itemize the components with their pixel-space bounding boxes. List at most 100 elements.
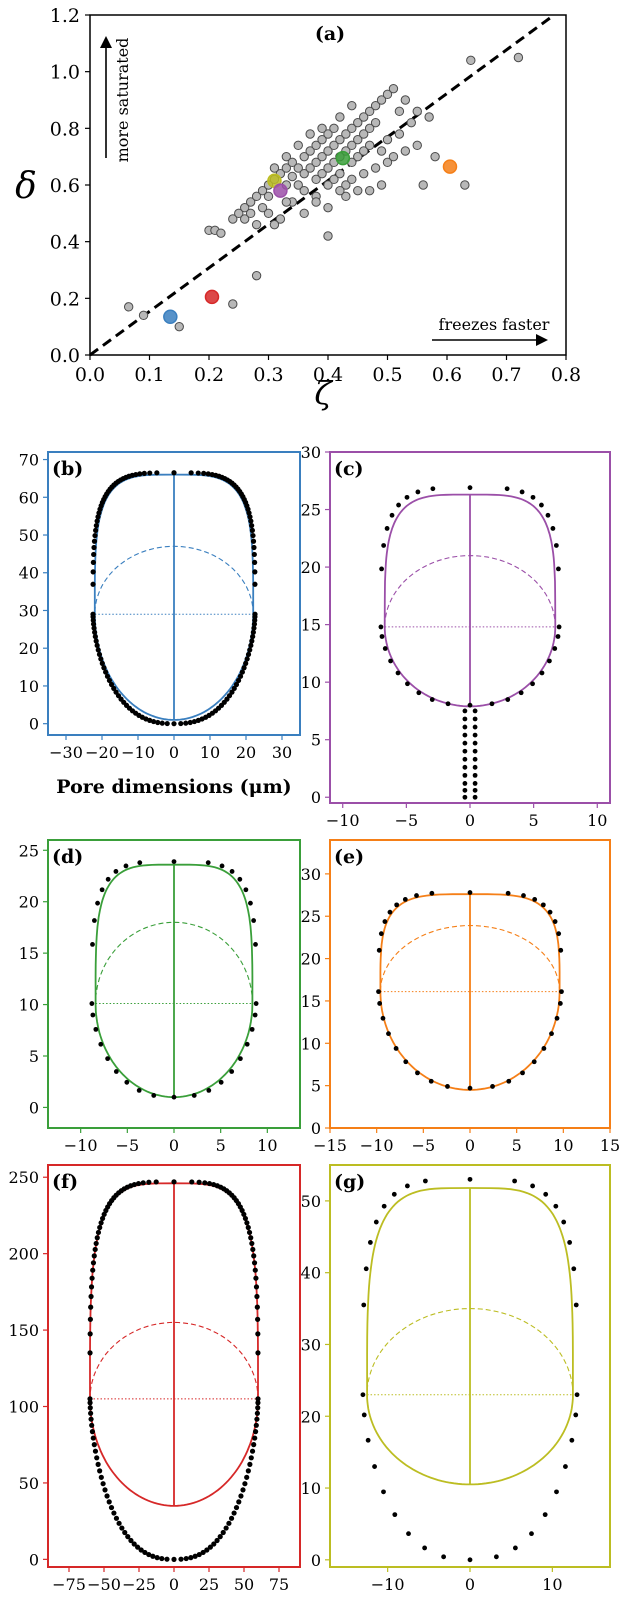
measurement-dot bbox=[123, 863, 129, 869]
measurement-dot bbox=[415, 1070, 420, 1076]
measurement-dot bbox=[239, 669, 245, 675]
measurement-dot bbox=[88, 1293, 94, 1300]
y-tick-label: 40 bbox=[301, 1264, 321, 1283]
measurement-dot bbox=[530, 681, 535, 687]
stem-dot bbox=[472, 781, 478, 786]
stem-dot bbox=[462, 732, 468, 738]
measurement-dot bbox=[549, 1031, 554, 1037]
measurement-dot bbox=[207, 1544, 213, 1550]
measurement-dot bbox=[406, 1531, 411, 1537]
measurement-dot bbox=[191, 1093, 197, 1098]
measurement-dot bbox=[137, 471, 143, 477]
measurement-dot bbox=[541, 1046, 547, 1051]
measurement-dot bbox=[394, 902, 400, 908]
y-tick-label: 1.0 bbox=[50, 62, 80, 84]
measurement-dot bbox=[89, 1429, 96, 1435]
measurement-dot bbox=[254, 1416, 260, 1422]
measurement-dot bbox=[252, 1267, 258, 1273]
measurement-dot bbox=[245, 1468, 251, 1474]
measurement-dot bbox=[104, 1493, 110, 1499]
measurement-dot bbox=[372, 1464, 377, 1469]
data-point bbox=[240, 202, 250, 213]
y-tick-label: 50 bbox=[19, 1474, 39, 1493]
measurement-dot bbox=[91, 551, 97, 558]
x-tick-label: 10 bbox=[587, 811, 607, 830]
x-tick-label: 5 bbox=[512, 1136, 522, 1155]
measurement-dot bbox=[378, 624, 384, 630]
measurement-dot bbox=[403, 1059, 409, 1065]
measurement-dot bbox=[229, 869, 235, 874]
measurement-dot bbox=[111, 1510, 117, 1516]
data-point bbox=[347, 174, 357, 185]
measurement-dot bbox=[404, 1183, 410, 1189]
data-point bbox=[430, 151, 440, 162]
measurement-dot bbox=[489, 701, 495, 707]
measurement-dot bbox=[521, 893, 526, 898]
data-point bbox=[251, 191, 262, 202]
measurement-dot bbox=[108, 1504, 115, 1511]
measurement-dot bbox=[138, 1547, 144, 1553]
data-point bbox=[281, 151, 292, 162]
measurement-dot bbox=[147, 717, 153, 723]
measurement-dot bbox=[92, 532, 98, 539]
y-tick-label: 0.0 bbox=[50, 345, 80, 367]
x-tick-label: 0.5 bbox=[372, 364, 402, 386]
measurement-dot bbox=[233, 1504, 240, 1511]
y-tick-label: 0 bbox=[311, 1119, 321, 1138]
panel-label: (e) bbox=[334, 846, 364, 868]
measurement-dot bbox=[89, 1275, 95, 1281]
measurement-dot bbox=[155, 719, 161, 726]
measurement-dot bbox=[505, 890, 511, 896]
measurement-dot bbox=[405, 681, 410, 687]
measurement-dot bbox=[380, 1015, 386, 1021]
data-point bbox=[240, 214, 250, 224]
x-tick-label: 0.0 bbox=[75, 364, 105, 386]
measurement-dot bbox=[567, 1240, 573, 1245]
measurement-dot bbox=[402, 896, 408, 902]
data-point bbox=[347, 100, 357, 111]
measurement-dot bbox=[387, 909, 393, 915]
data-point bbox=[382, 134, 393, 145]
measurement-dot bbox=[146, 1179, 152, 1185]
y-tick-label: 30 bbox=[301, 865, 321, 884]
measurement-dot bbox=[245, 651, 252, 658]
measurement-dot bbox=[467, 1557, 473, 1563]
data-point bbox=[299, 151, 309, 162]
panel-label: (b) bbox=[52, 458, 83, 480]
measurement-dot bbox=[93, 527, 99, 533]
data-point bbox=[281, 197, 292, 207]
measurement-dot bbox=[556, 931, 562, 937]
y-tick-label: 15 bbox=[19, 944, 39, 963]
data-point bbox=[382, 89, 393, 100]
x-tick-label: −75 bbox=[52, 1575, 86, 1594]
x-tick-label: −5 bbox=[395, 811, 419, 830]
y-tick-label: 70 bbox=[19, 451, 39, 470]
highlight-point-0 bbox=[163, 309, 178, 324]
measurement-dot bbox=[192, 1553, 198, 1559]
data-point bbox=[299, 185, 309, 196]
measurement-dot bbox=[552, 646, 558, 651]
measurement-dot bbox=[201, 470, 207, 476]
data-point bbox=[359, 112, 369, 122]
measurement-dot bbox=[250, 633, 256, 640]
measurement-dot bbox=[142, 1549, 148, 1556]
measurement-dot bbox=[90, 569, 96, 575]
measurement-dot bbox=[255, 1350, 261, 1356]
measurement-dot bbox=[183, 1555, 189, 1562]
measurement-dot bbox=[561, 1219, 567, 1225]
y-tick-label: 30 bbox=[19, 601, 39, 620]
measurement-dot bbox=[95, 900, 100, 906]
stem-dot bbox=[462, 740, 468, 746]
measurement-dot bbox=[445, 701, 451, 707]
y-tick-label: 50 bbox=[301, 1192, 321, 1211]
measurement-dot bbox=[389, 512, 395, 518]
measurement-dot bbox=[125, 1534, 131, 1540]
x-tick-label: 0.1 bbox=[134, 364, 164, 386]
data-point bbox=[424, 112, 434, 122]
x-tick-label: 50 bbox=[234, 1575, 254, 1594]
measurement-dot bbox=[188, 470, 194, 476]
x-tick-label: −10 bbox=[371, 1575, 405, 1594]
measurement-dot bbox=[95, 1461, 101, 1467]
measurement-dot bbox=[386, 1031, 391, 1037]
measurement-dot bbox=[248, 1455, 254, 1461]
